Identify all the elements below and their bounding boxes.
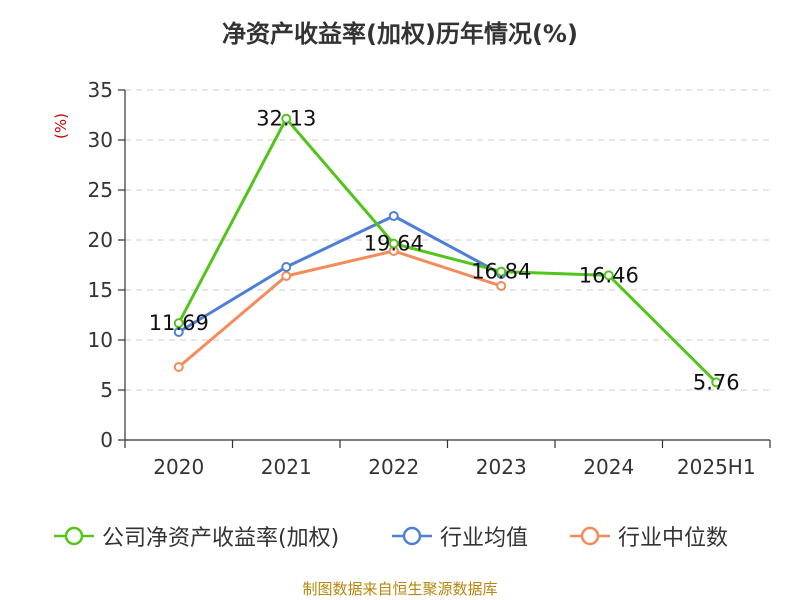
series-0-point-2024 bbox=[603, 270, 614, 281]
chart-title: 净资产收益率(加权)历年情况(%) bbox=[222, 20, 578, 48]
series-0-point-2025H1 bbox=[711, 377, 722, 388]
y-tick-label-20: 20 bbox=[88, 228, 113, 252]
series-2-line bbox=[177, 249, 502, 369]
legend-label-company: 公司净资产收益率(加权) bbox=[102, 526, 340, 551]
legend-item-industry-median[interactable]: 行业中位数 bbox=[568, 520, 728, 552]
x-tick-label-2024: 2024 bbox=[583, 455, 634, 479]
legend-label-industry-median: 行业中位数 bbox=[618, 526, 729, 551]
x-tick-label-2023: 2023 bbox=[476, 455, 527, 479]
x-tick-label-2022: 2022 bbox=[368, 455, 419, 479]
y-tick-label-35: 35 bbox=[88, 78, 113, 102]
series-2-point-2023 bbox=[496, 281, 507, 291]
legend-item-company[interactable]: 公司净资产收益率(加权) bbox=[52, 520, 339, 552]
x-tick-label-2021: 2021 bbox=[261, 455, 312, 479]
chart-legend: 公司净资产收益率(加权) 行业均值 行业中位数 bbox=[0, 520, 800, 560]
source-footer: 制图数据来自恒生聚源数据库 bbox=[302, 580, 498, 598]
legend-marker-industry-median bbox=[570, 526, 610, 546]
legend-marker-company bbox=[54, 526, 94, 546]
series-2-point-2021 bbox=[281, 271, 292, 281]
y-tick-label-15: 15 bbox=[88, 278, 113, 302]
y-tick-label-25: 25 bbox=[88, 178, 113, 202]
legend-item-industry-avg[interactable]: 行业均值 bbox=[390, 520, 528, 552]
x-tick-label-2025H1: 2025H1 bbox=[677, 455, 756, 479]
legend-label-industry-avg: 行业均值 bbox=[440, 526, 529, 551]
data-label-2024: 16.46 bbox=[579, 263, 639, 287]
y-tick-label-30: 30 bbox=[88, 128, 113, 152]
y-axis-label: (%) bbox=[52, 113, 70, 139]
series-2-point-2020 bbox=[173, 362, 184, 372]
y-tick-label-5: 5 bbox=[100, 378, 113, 402]
data-label-2021: 32.13 bbox=[256, 107, 316, 131]
y-tick-label-0: 0 bbox=[100, 428, 113, 452]
x-tick-label-2020: 2020 bbox=[153, 455, 204, 479]
legend-marker-industry-avg bbox=[392, 526, 432, 546]
series-0-point-2021 bbox=[281, 113, 292, 124]
series-0-line bbox=[177, 117, 718, 384]
series-0-point-2023 bbox=[496, 266, 507, 277]
series-0-point-2022 bbox=[388, 238, 399, 249]
data-label-2022: 19.64 bbox=[364, 232, 424, 256]
series-1-point-2021 bbox=[281, 262, 292, 272]
data-label-2020: 11.69 bbox=[149, 311, 209, 335]
y-tick-label-10: 10 bbox=[88, 328, 113, 352]
series-1-line bbox=[177, 214, 502, 334]
series-0-point-2020 bbox=[173, 318, 184, 329]
series-1-point-2022 bbox=[388, 211, 399, 221]
data-label-2025H1: 5.76 bbox=[693, 370, 740, 394]
data-label-2023: 16.84 bbox=[471, 260, 531, 284]
